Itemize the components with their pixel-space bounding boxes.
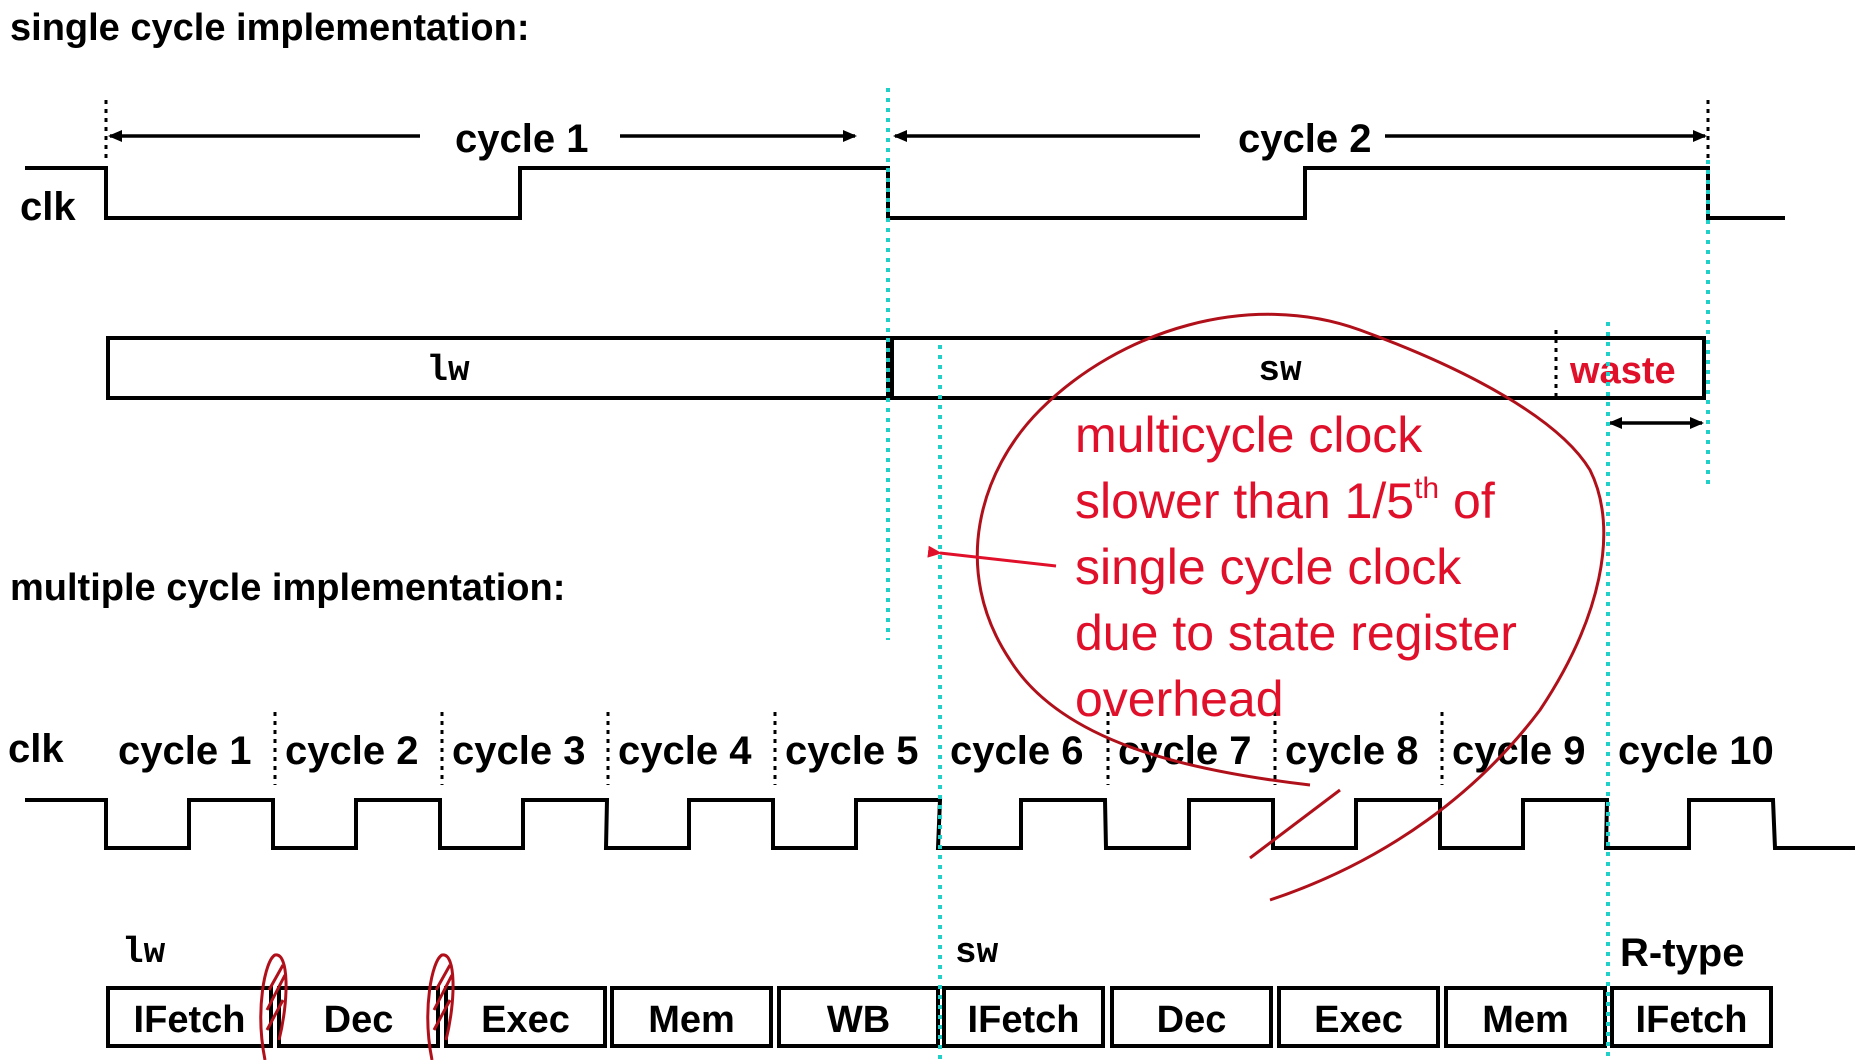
hatch-mark <box>426 953 455 1060</box>
single-clock-waveform <box>25 166 1785 220</box>
stage-box <box>777 986 940 1048</box>
stage-box <box>942 986 1105 1048</box>
stage-box <box>610 986 773 1048</box>
annotation-pointer-arrow <box>927 545 1057 568</box>
single-lw-box <box>106 336 890 400</box>
multi-lw-label: lw <box>122 932 166 973</box>
multi-clock-waveform <box>25 798 1855 850</box>
multi-stage-boxes: IFetch Dec Exec Mem WB IFetch Dec Exec Mem IFetch <box>106 986 1773 1048</box>
multi-cycle-label: cycle 8 <box>1285 729 1418 773</box>
multiple-cycle-heading: multiple cycle implementation: <box>10 567 565 609</box>
stage-label: Mem <box>1482 999 1569 1041</box>
annotation-line-2: slower than 1/5th of <box>1075 472 1495 529</box>
multi-cycle-labels: cycle 1 cycle 2 cycle 3 cycle 4 cycle 5 cycle… <box>118 729 1774 773</box>
multi-cycle-dividers <box>273 712 1444 785</box>
stage-box <box>277 986 440 1048</box>
stage-label: IFetch <box>1636 999 1748 1041</box>
waste-label: waste <box>1569 350 1676 392</box>
multi-cycle-label: cycle 4 <box>618 729 752 773</box>
single-clk-label: clk <box>20 185 76 229</box>
multi-cycle-label: cycle 3 <box>452 729 585 773</box>
annotation-line-1: multicycle clock <box>1075 407 1423 463</box>
stage-label: IFetch <box>968 999 1080 1041</box>
annotation-circle <box>975 312 1606 902</box>
stage-box <box>1444 986 1607 1048</box>
multi-cycle-label: cycle 10 <box>1618 729 1774 773</box>
single-lw-label: lw <box>426 350 470 391</box>
multi-sw-label: sw <box>955 932 999 973</box>
multi-clk-label: clk <box>8 727 64 771</box>
hatch-mark <box>259 953 288 1060</box>
stage-label: Dec <box>324 999 394 1041</box>
stage-label: Exec <box>481 999 570 1041</box>
multi-cycle-label: cycle 6 <box>950 729 1083 773</box>
multi-cycle-label: cycle 5 <box>785 729 918 773</box>
multi-cycle-label: cycle 2 <box>285 729 418 773</box>
single-cycle2-label: cycle 2 <box>1238 117 1371 161</box>
stage-box <box>106 986 273 1048</box>
annotation-line-5: overhead <box>1075 671 1284 727</box>
annotation-text: multicycle clock slower than 1/5th of si… <box>1075 407 1517 727</box>
annotation-line-4: due to state register <box>1075 605 1517 661</box>
stage-label: Dec <box>1157 999 1227 1041</box>
single-cycle1-label: cycle 1 <box>455 117 588 161</box>
stage-box <box>1610 986 1773 1048</box>
stage-box <box>444 986 607 1048</box>
annotation-line-3: single cycle clock <box>1075 539 1462 595</box>
single-sw-label: sw <box>1258 350 1302 391</box>
annotation-tail <box>1249 788 1341 860</box>
hatch-marks <box>259 953 455 1060</box>
stage-box <box>1277 986 1440 1048</box>
stage-box <box>1110 986 1273 1048</box>
stage-label: Mem <box>648 999 735 1041</box>
multi-cycle-label: cycle 1 <box>118 729 251 773</box>
stage-label: IFetch <box>134 999 246 1041</box>
single-cycle-heading: single cycle implementation: <box>10 7 529 49</box>
stage-label: Exec <box>1314 999 1403 1041</box>
single-sw-box <box>890 336 1706 400</box>
multi-rtype-label: R-type <box>1620 931 1744 975</box>
stage-label: WB <box>827 999 890 1041</box>
